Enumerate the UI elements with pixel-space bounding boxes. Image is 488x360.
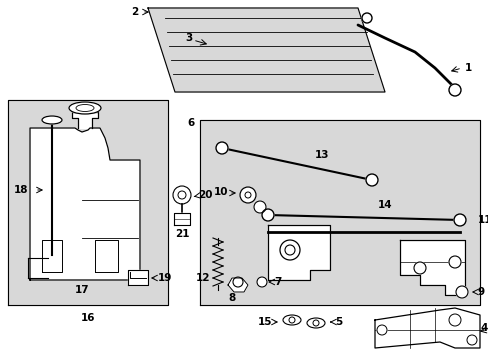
Polygon shape — [30, 128, 140, 280]
Text: 20: 20 — [198, 190, 212, 200]
Circle shape — [257, 277, 266, 287]
Ellipse shape — [42, 116, 62, 124]
Circle shape — [285, 245, 294, 255]
Circle shape — [178, 191, 185, 199]
Circle shape — [453, 214, 465, 226]
Circle shape — [455, 286, 467, 298]
Circle shape — [466, 335, 476, 345]
Ellipse shape — [283, 315, 301, 325]
Circle shape — [216, 142, 227, 154]
Text: 17: 17 — [75, 285, 89, 295]
Polygon shape — [200, 120, 479, 305]
Circle shape — [312, 320, 318, 326]
Text: 15: 15 — [257, 317, 271, 327]
Text: 4: 4 — [480, 323, 487, 333]
Text: 8: 8 — [228, 293, 235, 303]
Text: 19: 19 — [158, 273, 172, 283]
Text: 13: 13 — [314, 150, 328, 160]
Polygon shape — [148, 8, 384, 92]
Text: 6: 6 — [187, 118, 195, 128]
Text: 2: 2 — [130, 7, 138, 17]
Circle shape — [232, 277, 243, 287]
Text: 1: 1 — [464, 63, 471, 73]
Text: 7: 7 — [273, 277, 281, 287]
Text: 9: 9 — [477, 287, 484, 297]
Circle shape — [448, 84, 460, 96]
Polygon shape — [8, 100, 168, 305]
Circle shape — [244, 192, 250, 198]
Text: 21: 21 — [174, 229, 189, 239]
Text: 5: 5 — [334, 317, 342, 327]
Polygon shape — [267, 225, 329, 280]
Circle shape — [376, 325, 386, 335]
Text: 16: 16 — [81, 313, 95, 323]
Polygon shape — [227, 278, 247, 292]
Polygon shape — [72, 112, 98, 128]
Circle shape — [365, 174, 377, 186]
Circle shape — [173, 186, 191, 204]
Polygon shape — [399, 240, 464, 295]
Circle shape — [262, 209, 273, 221]
Ellipse shape — [306, 318, 325, 328]
Circle shape — [253, 201, 265, 213]
Circle shape — [448, 256, 460, 268]
Circle shape — [240, 187, 256, 203]
Circle shape — [288, 317, 294, 323]
Polygon shape — [128, 270, 148, 285]
Text: 12: 12 — [195, 273, 209, 283]
Ellipse shape — [69, 102, 101, 114]
Circle shape — [280, 240, 299, 260]
Circle shape — [413, 262, 425, 274]
Text: 18: 18 — [14, 185, 28, 195]
Text: 10: 10 — [213, 187, 227, 197]
Text: 11: 11 — [477, 215, 488, 225]
Circle shape — [448, 314, 460, 326]
Polygon shape — [174, 213, 190, 225]
Polygon shape — [374, 308, 479, 348]
Circle shape — [361, 13, 371, 23]
Text: 3: 3 — [184, 33, 192, 43]
Text: 14: 14 — [377, 200, 391, 210]
